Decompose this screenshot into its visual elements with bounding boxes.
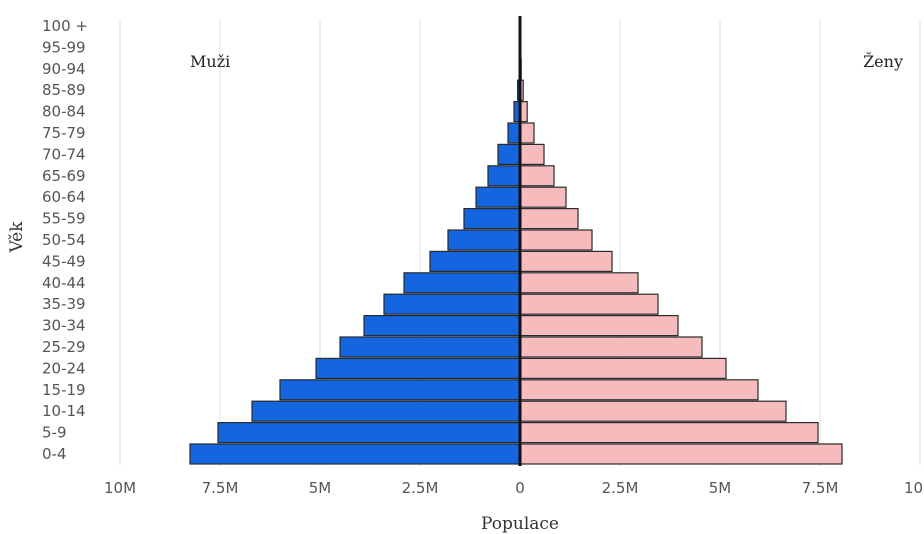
x-tick-label: 10M	[104, 479, 136, 497]
bar-female-50-54	[519, 229, 593, 251]
bar-male-40-44	[403, 272, 521, 294]
bar-male-5-9	[217, 422, 521, 444]
bars	[189, 58, 843, 465]
bar-male-0-4	[189, 443, 521, 465]
x-tick-labels: 10M 7.5M 5M 2.5M 0 2.5M 5M 7.5M 10M	[104, 479, 924, 497]
y-tick-label: 20-24	[42, 359, 86, 377]
x-tick-label: 2.5M	[402, 479, 439, 497]
y-tick-label: 100 +	[42, 17, 88, 35]
x-tick-label: 5M	[709, 479, 732, 497]
y-tick-label: 45-49	[42, 252, 86, 270]
y-tick-labels: 0-4 5-9 10-14 15-19 20-24 25-29 30-34 35-39 40-4…	[42, 17, 88, 463]
y-tick-label: 65-69	[42, 167, 86, 185]
bar-male-50-54	[447, 229, 521, 251]
bar-female-0-4	[519, 443, 843, 465]
right-series-label: Ženy	[863, 51, 903, 71]
bar-male-25-29	[339, 336, 521, 358]
y-tick-label: 35-39	[42, 295, 86, 313]
y-tick-label: 95-99	[42, 38, 86, 56]
bar-female-75-79	[519, 122, 535, 144]
bar-male-10-14	[251, 400, 521, 422]
y-tick-label: 80-84	[42, 103, 86, 121]
bar-female-25-29	[519, 336, 703, 358]
bar-male-20-24	[315, 357, 521, 379]
x-axis-title: Populace	[481, 514, 559, 534]
bar-male-45-49	[429, 250, 521, 272]
bar-female-30-34	[519, 315, 679, 337]
bar-female-20-24	[519, 357, 727, 379]
bar-male-55-59	[463, 208, 521, 230]
bar-female-55-59	[519, 208, 579, 230]
bar-male-65-69	[487, 165, 521, 187]
x-tick-label: 0	[515, 479, 525, 497]
y-tick-label: 15-19	[42, 381, 86, 399]
x-tick-label: 5M	[309, 479, 332, 497]
bar-female-65-69	[519, 165, 555, 187]
bar-female-70-74	[519, 143, 545, 165]
y-tick-label: 55-59	[42, 210, 86, 228]
bar-male-75-79	[507, 122, 521, 144]
bar-female-45-49	[519, 250, 613, 272]
y-tick-label: 70-74	[42, 145, 86, 163]
bar-female-35-39	[519, 293, 659, 315]
bar-male-15-19	[279, 379, 521, 401]
y-tick-label: 0-4	[42, 445, 67, 463]
bar-male-60-64	[475, 186, 521, 208]
y-tick-label: 85-89	[42, 81, 86, 99]
x-tick-label: 7.5M	[202, 479, 239, 497]
bar-male-35-39	[383, 293, 521, 315]
y-tick-label: 90-94	[42, 60, 86, 78]
gridlines	[119, 20, 921, 466]
x-tick-label: 10M	[904, 479, 924, 497]
y-tick-label: 40-44	[42, 274, 86, 292]
bar-male-70-74	[497, 143, 521, 165]
bar-female-10-14	[519, 400, 787, 422]
bar-female-60-64	[519, 186, 567, 208]
y-tick-label: 30-34	[42, 317, 86, 335]
y-tick-label: 10-14	[42, 402, 86, 420]
bar-female-5-9	[519, 422, 819, 444]
y-tick-label: 25-29	[42, 338, 86, 356]
x-tick-label: 2.5M	[602, 479, 639, 497]
x-tick-label: 7.5M	[802, 479, 839, 497]
y-tick-label: 5-9	[42, 424, 67, 442]
y-tick-label: 50-54	[42, 231, 86, 249]
y-tick-label: 60-64	[42, 188, 86, 206]
bar-female-40-44	[519, 272, 639, 294]
bar-female-15-19	[519, 379, 759, 401]
left-series-label: Muži	[190, 52, 230, 71]
y-tick-label: 75-79	[42, 124, 86, 142]
y-axis-title: Věk	[7, 221, 27, 254]
bar-male-30-34	[363, 315, 521, 337]
